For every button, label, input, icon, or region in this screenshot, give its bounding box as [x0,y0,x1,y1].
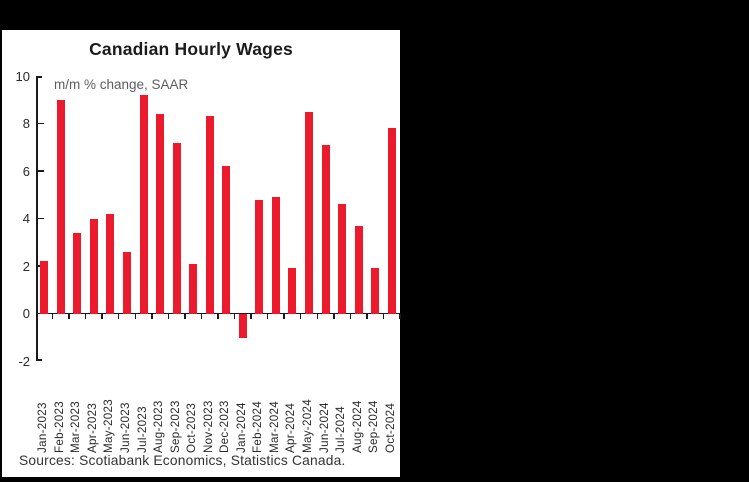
x-axis-label: Mar-2023 [69,400,83,453]
x-axis-tick [333,314,335,320]
bar-Mar-2023 [73,232,82,314]
bar-Aug-2024 [354,225,363,314]
y-axis-tick-label: 10 [15,68,30,84]
bar-May-2023 [106,213,115,314]
bar-Jan-2023 [40,261,49,314]
bar-Apr-2024 [288,268,297,314]
bar-May-2024 [305,111,313,314]
y-axis-tick-label: 4 [22,211,30,226]
y-axis-tick-label: 8 [22,116,30,131]
x-axis-label: Oct-2023 [185,402,199,453]
bar-Nov-2023 [205,116,214,314]
x-axis-baseline [36,312,400,315]
x-axis-label: Aug-2024 [350,400,364,453]
x-axis-tick [283,314,285,320]
y-axis-tick [37,217,44,220]
y-axis-bracket-cap [36,76,42,78]
x-axis-tick [151,314,153,320]
x-axis-tick [68,314,70,320]
x-axis-label: Sep-2024 [367,400,381,453]
bar-Aug-2023 [156,114,165,314]
x-axis-tick [233,314,236,320]
bar-Sep-2024 [371,268,380,314]
bar-Oct-2024 [387,128,396,314]
x-axis-label: Jan-2024 [234,402,248,453]
x-axis-label: Feb-2023 [52,400,66,453]
y-axis-tick [37,122,44,125]
x-axis-tick [134,314,136,320]
chart-subtitle: m/m % change, SAAR [54,77,189,92]
x-axis-label: Jan-2023 [36,402,50,453]
x-axis-tick [349,314,352,320]
x-axis-tick [316,314,318,320]
y-axis-tick-label: 0 [22,306,30,321]
x-axis-tick [300,314,302,320]
x-axis-tick [366,314,368,320]
bar-Oct-2023 [189,263,198,314]
x-axis-label: Dec-2023 [218,400,232,453]
x-axis-label: Oct-2024 [383,402,397,453]
y-axis-bracket-cap [36,359,42,361]
x-axis-label: Apr-2024 [284,402,298,453]
x-axis-tick [167,314,170,320]
source-note: Sources: Scotiabank Economics, Statistic… [19,453,346,468]
bar-Mar-2024 [271,197,280,314]
x-axis-label: Jun-2024 [317,402,331,453]
x-axis-tick [184,314,186,320]
x-axis-label: May-2024 [301,399,314,453]
bar-Feb-2024 [255,199,264,314]
x-axis-tick [250,314,252,320]
chart-panel: Canadian Hourly Wages 10 8 6 4 2 0 -2 Jan-2023 F… [2,30,401,477]
x-axis-label: Jun-2023 [119,402,132,453]
x-axis-tick [382,314,385,320]
x-axis-tick [217,314,219,320]
bar-Feb-2023 [56,99,65,314]
y-axis-tick [37,170,44,172]
x-axis-tick [84,314,87,320]
bar-Jul-2023 [139,95,148,314]
x-axis-tick [118,314,120,320]
bar-Jul-2024 [338,204,347,314]
bar-Jun-2023 [123,251,131,314]
x-axis-label: Apr-2023 [85,402,99,453]
chart-title: Canadian Hourly Wages [89,39,293,59]
x-axis-label: Jul-2023 [135,406,149,453]
y-axis-tick-label: -2 [18,353,30,369]
y-axis-tick-label: 6 [22,163,30,179]
bar-Apr-2023 [89,218,98,314]
bar-Dec-2023 [222,166,231,314]
x-axis-tick [266,314,269,320]
x-axis-label: Nov-2023 [201,400,215,453]
x-axis-label: Feb-2024 [251,400,265,453]
bar-Sep-2023 [172,142,181,314]
x-axis-label: Jul-2024 [334,406,348,453]
bar-Jan-2024 [238,314,247,339]
x-axis-label: Sep-2023 [168,400,182,453]
bar-Jun-2024 [321,144,330,314]
x-axis-label: Aug-2023 [152,400,166,453]
y-axis-tick-label: 2 [22,258,30,274]
x-axis-tick [101,314,103,320]
x-axis-label: May-2023 [102,399,116,453]
x-axis-tick [399,314,401,320]
x-axis-tick [200,314,203,320]
bar-chart-plot-area: 10 8 6 4 2 0 -2 Jan-2023 Feb-2023 Mar-2023 Apr-202… [2,30,401,477]
x-axis-tick [51,314,54,320]
y-axis-line [36,76,38,361]
x-axis-label: Mar-2024 [267,400,281,453]
